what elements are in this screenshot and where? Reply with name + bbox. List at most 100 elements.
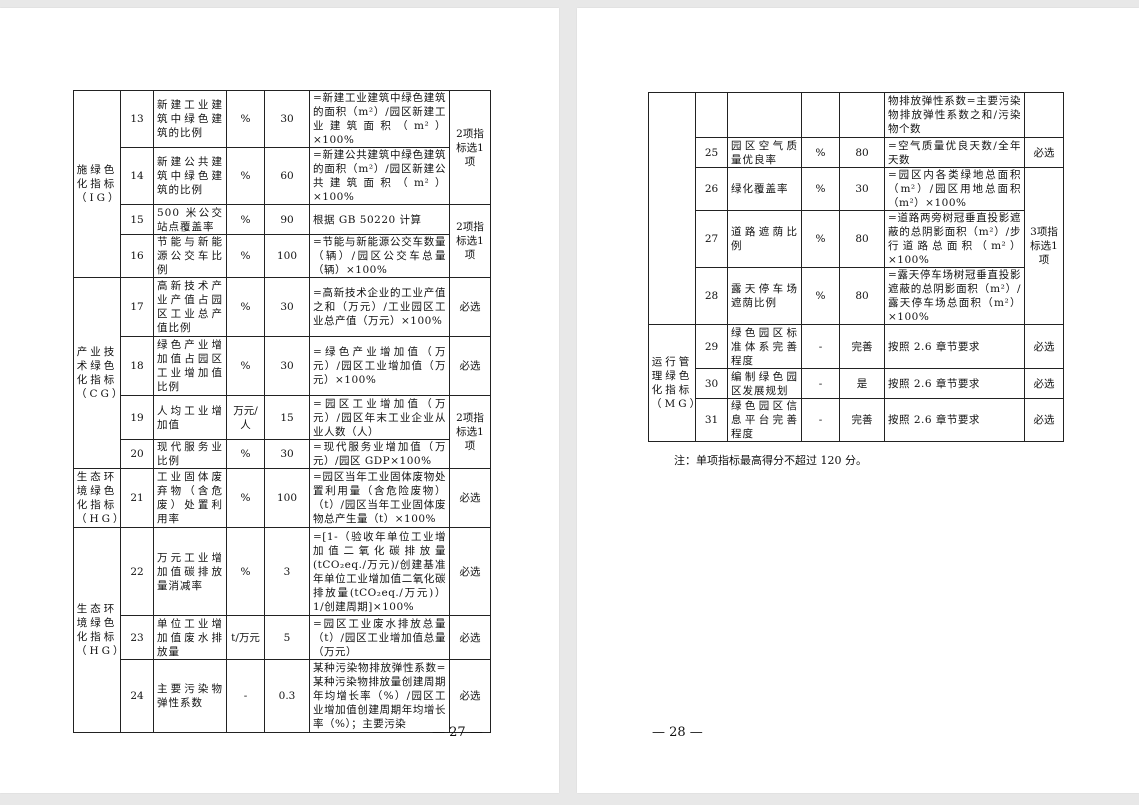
index-cell <box>695 92 728 138</box>
unit-cell: 万元/人 <box>226 395 265 440</box>
remark-cell: 必选 <box>1024 368 1064 399</box>
remark-cell: 必选 <box>1024 398 1064 442</box>
unit-cell: % <box>801 137 840 168</box>
category-cell: 生态环境绿色化指标（HG） <box>73 527 121 733</box>
index-cell: 25 <box>695 137 728 168</box>
unit-cell: - <box>801 368 840 399</box>
remark-cell: 必选 <box>1024 324 1064 369</box>
remark-cell: 必选 <box>1024 137 1064 168</box>
target-value-cell: 完善 <box>839 324 885 369</box>
index-cell: 30 <box>695 368 728 399</box>
formula-cell: 物排放弹性系数=主要污染物排放弹性系数之和/污染物个数 <box>884 92 1025 138</box>
formula-cell: =园区工业增加值（万元）/园区年末工业企业从业人数（人） <box>309 395 450 440</box>
index-cell: 23 <box>120 615 154 660</box>
remark-cell: 必选 <box>449 468 491 528</box>
indicator-name-cell: 绿色园区信息平台完善程度 <box>727 398 802 442</box>
table-row: 20 现代服务业比例% 30 =现代服务业增加值（万元）/园区 GDP×100% <box>74 439 491 469</box>
table-row: 25 园区空气质量优良率% 80 =空气质量优良天数/全年天数 必选 <box>649 137 1064 168</box>
target-value-cell: 60 <box>264 147 310 205</box>
target-value-cell: 30 <box>264 277 310 337</box>
formula-cell: =道路两旁树冠垂直投影遮蔽的总阴影面积（m²）/步行道路总面积（m²）×100% <box>884 210 1025 268</box>
indicator-name-cell: 万元工业增加值碳排放量消减率 <box>153 527 227 616</box>
table-row: 生态环境绿色化指标（HG）21工业固体废弃物（含危废）处置利用率%100=园区当… <box>73 468 491 528</box>
indicator-table: 物排放弹性系数=主要污染物排放弹性系数之和/污染物个数 25 园区空气质量优良率% 8… <box>648 92 1064 442</box>
unit-cell: % <box>226 147 265 205</box>
indicator-name-cell: 新建工业建筑中绿色建筑的比例 <box>153 90 227 148</box>
unit-cell: % <box>801 210 840 268</box>
unit-cell: - <box>801 398 840 442</box>
target-value-cell: 是 <box>839 368 885 399</box>
category-cell <box>648 92 696 325</box>
table-row: 23 单位工业增加值废水排放量 t/万元 5 =园区工业废水排放总量（t）/园区工业增加… <box>74 615 491 660</box>
unit-cell: % <box>226 204 265 235</box>
indicator-name-cell <box>727 92 802 138</box>
category-cell: 生态环境绿色化指标（HG） <box>73 468 121 528</box>
formula-cell: =露天停车场树冠垂直投影遮蔽的总阴影面积（m²）/露天停车场总面积（m²）×10… <box>884 267 1025 325</box>
target-value-cell: 30 <box>264 439 310 469</box>
target-value-cell: 3 <box>264 527 310 616</box>
indicator-name-cell: 500 米公交站点覆盖率 <box>153 204 227 235</box>
formula-cell: =高新技术企业的工业产值之和（万元）/工业园区工业总产值（万元）×100% <box>309 277 450 337</box>
table-row: 19 人均工业增加值 万元/人 15 =园区工业增加值（万元）/园区年末工业企业从业人数… <box>74 395 491 469</box>
index-cell: 28 <box>695 267 728 325</box>
target-value-cell: 100 <box>264 234 310 278</box>
formula-cell: =节能与新能源公交车数量（辆）/园区公交车总量（辆）×100% <box>309 234 450 278</box>
indicator-name-cell: 工业固体废弃物（含危废）处置利用率 <box>153 468 227 528</box>
indicator-name-cell: 新建公共建筑中绿色建筑的比例 <box>153 147 227 205</box>
index-cell: 29 <box>695 324 728 369</box>
table-row: 28 露天停车场遮荫比例% 80 =露天停车场树冠垂直投影遮蔽的总阴影面积（m²）/露… <box>649 267 1064 325</box>
target-value-cell: 5 <box>264 615 310 660</box>
indicator-name-cell: 绿色产业增加值占园区工业增加值比例 <box>153 336 227 396</box>
table-row: 产业技术绿色化指标（CG） 17 高新技术产业产值占园区工业总产值比例% 30 =高新技… <box>73 277 491 469</box>
index-cell: 27 <box>695 210 728 268</box>
index-cell: 13 <box>120 90 154 148</box>
index-cell: 14 <box>120 147 154 205</box>
remark-cell <box>1024 92 1064 138</box>
table-row: 31 绿色园区信息平台完善程度 - 完善 按照 2.6 章节要求 必选 <box>649 398 1064 442</box>
indicator-name-cell: 道路遮荫比例 <box>727 210 802 268</box>
unit-cell: % <box>226 527 265 616</box>
formula-cell: 按照 2.6 章节要求 <box>884 324 1025 369</box>
formula-cell: 按照 2.6 章节要求 <box>884 368 1025 399</box>
table-row: 26 绿化覆盖率% 30 =园区内各类绿地总面积（m²）/园区用地总面积（m²）×10… <box>649 167 1064 325</box>
unit-cell: % <box>226 336 265 396</box>
target-value-cell: 80 <box>839 210 885 268</box>
formula-cell: =[1-（验收年单位工业增加值二氧化碳排放量(tCO₂eq./万元)/创建基准年… <box>309 527 450 616</box>
table-row: 27 道路遮荫比例% 80 =道路两旁树冠垂直投影遮蔽的总阴影面积（m²）/步行道路总… <box>649 210 1064 268</box>
target-value-cell: 100 <box>264 468 310 528</box>
formula-cell: =园区内各类绿地总面积（m²）/园区用地总面积（m²）×100% <box>884 167 1025 211</box>
formula-cell: =空气质量优良天数/全年天数 <box>884 137 1025 168</box>
target-value-cell: 90 <box>264 204 310 235</box>
page-number: — 27 — <box>432 725 483 740</box>
table-row: 生态环境绿色化指标（HG）22万元工业增加值碳排放量消减率%3=[1-（验收年单… <box>73 527 491 733</box>
unit-cell <box>801 92 840 138</box>
target-value-cell: 0.3 <box>264 659 310 733</box>
category-cell: 产业技术绿色化指标（CG） <box>73 277 121 469</box>
page-28: 物排放弹性系数=主要污染物排放弹性系数之和/污染物个数 25 园区空气质量优良率% 8… <box>577 8 1139 793</box>
formula-cell: 按照 2.6 章节要求 <box>884 398 1025 442</box>
page-number: — 28 — <box>652 725 703 740</box>
target-value-cell <box>839 92 885 138</box>
unit-cell: - <box>801 324 840 369</box>
unit-cell: % <box>226 234 265 278</box>
target-value-cell: 80 <box>839 137 885 168</box>
remark-cell: 2项指标选1项 <box>449 90 491 205</box>
index-cell: 31 <box>695 398 728 442</box>
category-cell: 运行管理绿色化指标（MG） <box>648 324 696 442</box>
footnote: 注：单项指标最高得分不超过 120 分。 <box>674 454 867 467</box>
index-cell: 19 <box>120 395 154 440</box>
indicator-name-cell: 节能与新能源公交车比例 <box>153 234 227 278</box>
target-value-cell: 30 <box>839 167 885 211</box>
unit-cell: % <box>801 167 840 211</box>
table-row: 14 新建公共建筑中绿色建筑的比例% 60 =新建公共建筑中绿色建筑的面积（m²）/园… <box>74 147 491 205</box>
index-cell: 21 <box>120 468 154 528</box>
formula-cell: =园区当年工业固体废物处置利用量（含危险废物）（t）/园区当年工业固体废物总产生… <box>309 468 450 528</box>
table-row: 15 500 米公交站点覆盖率% 90 根据 GB 50220 计算 2项指标选1项 <box>74 204 491 278</box>
index-cell: 22 <box>120 527 154 616</box>
unit-cell: t/万元 <box>226 615 265 660</box>
indicator-name-cell: 人均工业增加值 <box>153 395 227 440</box>
remark-cell: 必选 <box>449 659 491 733</box>
indicator-name-cell: 单位工业增加值废水排放量 <box>153 615 227 660</box>
formula-cell: =新建公共建筑中绿色建筑的面积（m²）/园区新建公共建筑面积（m²）×100% <box>309 147 450 205</box>
formula-cell: =园区工业废水排放总量（t）/园区工业增加值总量（万元） <box>309 615 450 660</box>
